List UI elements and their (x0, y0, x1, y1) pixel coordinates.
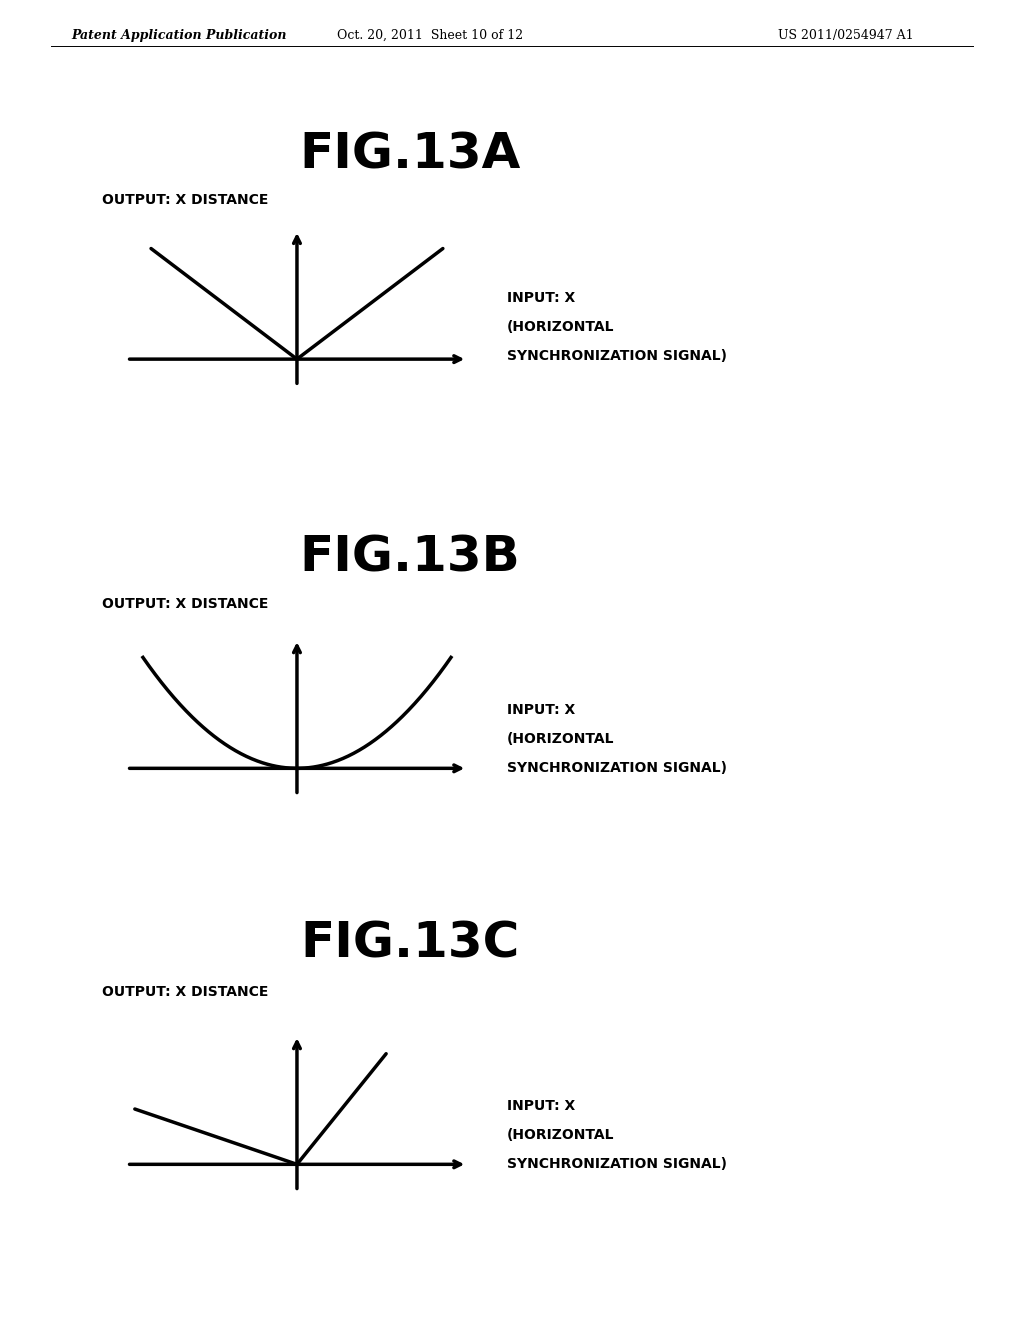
Text: (HORIZONTAL: (HORIZONTAL (507, 321, 614, 334)
Text: OUTPUT: X DISTANCE: OUTPUT: X DISTANCE (102, 597, 268, 611)
Text: OUTPUT: X DISTANCE: OUTPUT: X DISTANCE (102, 985, 268, 999)
Text: Oct. 20, 2011  Sheet 10 of 12: Oct. 20, 2011 Sheet 10 of 12 (337, 29, 523, 42)
Text: OUTPUT: X DISTANCE: OUTPUT: X DISTANCE (102, 193, 268, 207)
Text: SYNCHRONIZATION SIGNAL): SYNCHRONIZATION SIGNAL) (507, 1158, 727, 1171)
Text: INPUT: X: INPUT: X (507, 704, 575, 717)
Text: US 2011/0254947 A1: US 2011/0254947 A1 (778, 29, 913, 42)
Text: Patent Application Publication: Patent Application Publication (72, 29, 287, 42)
Text: FIG.13C: FIG.13C (300, 920, 519, 968)
Text: FIG.13B: FIG.13B (299, 533, 520, 581)
Text: (HORIZONTAL: (HORIZONTAL (507, 1129, 614, 1142)
Text: (HORIZONTAL: (HORIZONTAL (507, 733, 614, 746)
Text: FIG.13A: FIG.13A (299, 131, 520, 178)
Text: SYNCHRONIZATION SIGNAL): SYNCHRONIZATION SIGNAL) (507, 350, 727, 363)
Text: SYNCHRONIZATION SIGNAL): SYNCHRONIZATION SIGNAL) (507, 762, 727, 775)
Text: INPUT: X: INPUT: X (507, 292, 575, 305)
Text: INPUT: X: INPUT: X (507, 1100, 575, 1113)
